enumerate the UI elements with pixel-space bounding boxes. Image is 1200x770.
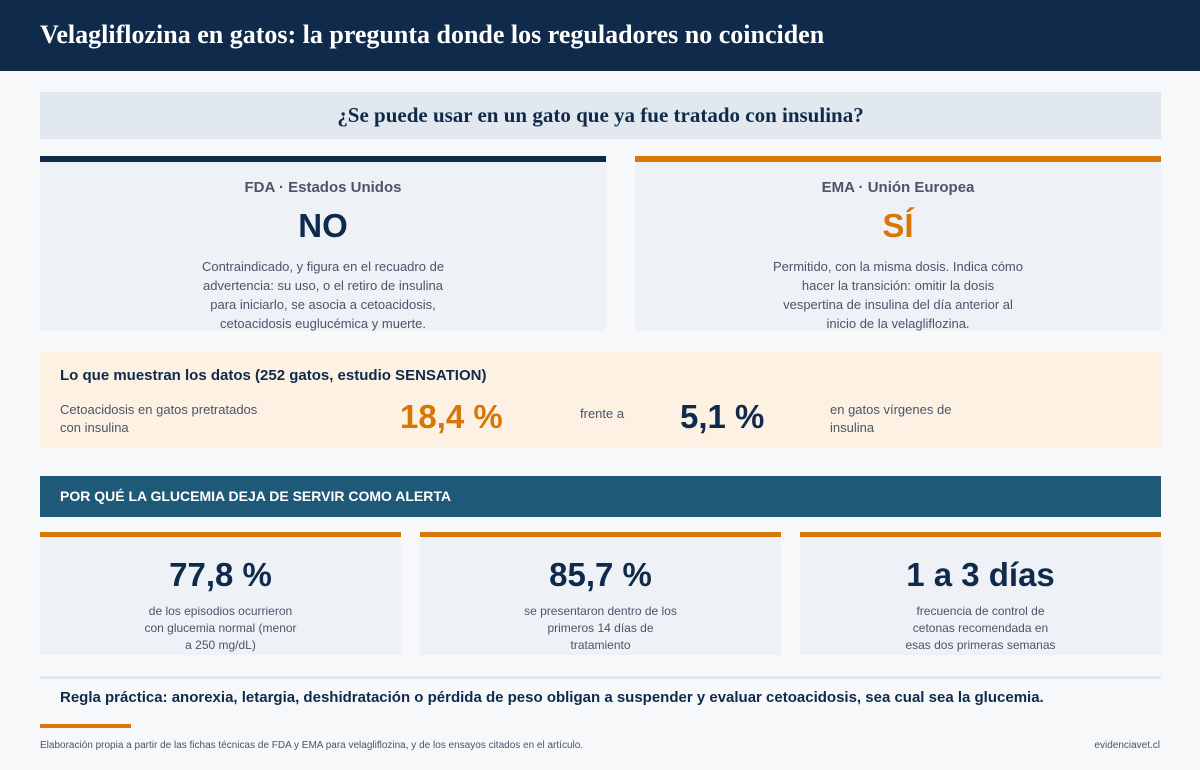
divider: [40, 676, 1161, 679]
fda-agency-label: FDA · Estados Unidos: [244, 179, 402, 196]
section-band: POR QUÉ LA GLUCEMIA DEJA DE SERVIR COMO …: [40, 476, 1161, 517]
stat-value: 1 a 3 días: [906, 556, 1055, 593]
fda-card: FDA · Estados Unidos NO Contraindicado, …: [40, 156, 606, 331]
data-title: Lo que muestran los datos (252 gatos, es…: [60, 367, 487, 384]
data-box: Lo que muestran los datos (252 gatos, es…: [40, 352, 1161, 448]
site-credit: evidenciavet.cl: [1094, 740, 1160, 751]
stat-description: de los episodios ocurrieron con glucemia…: [144, 604, 297, 652]
pretreated-label: Cetoacidosis en gatos pretratados con in…: [60, 402, 258, 435]
practical-rule: Regla práctica: anorexia, letargia, desh…: [60, 689, 1044, 706]
naive-label: en gatos vírgenes de insulina: [830, 402, 952, 435]
stat-value: 77,8 %: [169, 556, 272, 593]
fda-description: Contraindicado, y figura en el recuadro …: [201, 259, 445, 331]
page-header: Velagliflozina en gatos: la pregunta don…: [0, 0, 1200, 71]
accent-bar: [40, 724, 131, 728]
stat-card-normal-glucose: 77,8 % de los episodios ocurrieron con g…: [40, 532, 401, 655]
ema-agency-label: EMA · Unión Europea: [821, 179, 975, 196]
stat-value: 85,7 %: [549, 556, 652, 593]
stat-description: se presentaron dentro de los primeros 14…: [524, 604, 677, 652]
pretreated-value: 18,4 %: [400, 398, 503, 435]
ema-verdict: SÍ: [882, 207, 914, 244]
naive-value: 5,1 %: [680, 398, 765, 435]
stat-card-first-14-days: 85,7 % se presentaron dentro de los prim…: [420, 532, 781, 655]
fda-verdict: NO: [298, 207, 348, 244]
source-note: Elaboración propia a partir de las ficha…: [40, 740, 584, 751]
ema-description: Permitido, con la misma dosis. Indica có…: [773, 259, 1023, 331]
page-title: Velagliflozina en gatos: la pregunta don…: [40, 20, 825, 49]
stat-description: frecuencia de control de cetonas recomen…: [905, 604, 1056, 652]
stat-card-ketone-monitoring: 1 a 3 días frecuencia de control de ceto…: [800, 532, 1161, 655]
comparison-connector: frente a: [580, 406, 625, 421]
question-banner: ¿Se puede usar en un gato que ya fue tra…: [40, 92, 1161, 139]
ema-card: EMA · Unión Europea SÍ Permitido, con la…: [635, 156, 1161, 331]
